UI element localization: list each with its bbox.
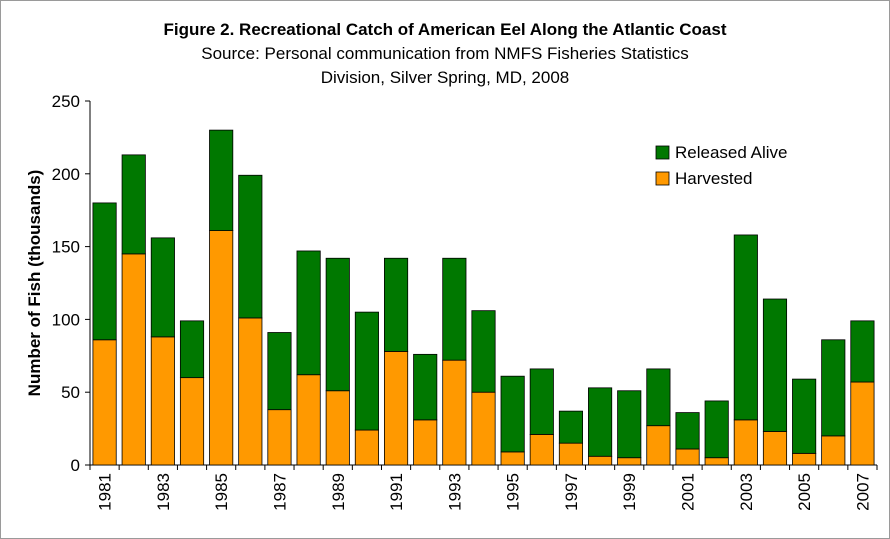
bar-released-alive <box>675 412 700 450</box>
bar-harvested <box>413 419 438 466</box>
x-tick-label: 1989 <box>329 473 348 511</box>
bar-harvested <box>529 434 554 466</box>
y-tick-label: 0 <box>71 456 80 475</box>
x-tick-label: 2005 <box>795 473 814 511</box>
bar-harvested <box>471 391 496 466</box>
bar-harvested <box>792 452 817 466</box>
bar-released-alive <box>209 129 234 231</box>
bar-released-alive <box>267 332 292 411</box>
legend-label: Harvested <box>675 169 752 188</box>
bar-harvested <box>821 435 846 466</box>
x-tick-label: 1997 <box>562 473 581 511</box>
bar-harvested <box>500 451 525 466</box>
x-tick-label: 1983 <box>154 473 173 511</box>
y-tick-label: 150 <box>52 238 80 257</box>
bar-harvested <box>383 351 409 466</box>
bar-released-alive <box>850 320 875 383</box>
legend-label: Released Alive <box>675 143 787 162</box>
bar-released-alive <box>413 353 438 421</box>
x-tick-label: 1991 <box>387 473 406 511</box>
x-tick-label: 1987 <box>270 473 289 511</box>
bar-harvested <box>325 390 350 466</box>
bar-harvested <box>733 419 758 466</box>
bar-harvested <box>179 377 205 466</box>
y-tick-label: 50 <box>61 383 80 402</box>
x-tick-label: 1995 <box>504 473 523 511</box>
x-tick-label: 1985 <box>212 473 231 511</box>
bar-harvested <box>588 455 613 466</box>
bar-harvested <box>296 374 321 466</box>
x-tick-label: 2007 <box>853 473 872 511</box>
x-tick-label: 1993 <box>445 473 464 511</box>
bar-harvested <box>121 253 146 466</box>
bar-harvested <box>209 230 234 466</box>
bar-released-alive <box>821 339 846 437</box>
bar-harvested <box>646 425 671 466</box>
legend-swatch <box>655 145 670 160</box>
bar-released-alive <box>704 400 729 459</box>
x-tick-label: 2003 <box>737 473 756 511</box>
x-tick-label: 1981 <box>96 473 115 511</box>
bar-released-alive <box>296 250 321 376</box>
y-tick-label: 100 <box>52 310 80 329</box>
bar-released-alive <box>121 154 146 255</box>
bar-harvested <box>558 442 584 466</box>
bar-harvested <box>762 431 788 466</box>
bar-released-alive <box>558 410 584 444</box>
bar-harvested <box>617 457 642 466</box>
chart-subtitle-line-2: Division, Silver Spring, MD, 2008 <box>320 68 570 87</box>
chart-subtitle-line-1: Source: Personal communication from NMFS… <box>201 44 689 63</box>
bar-released-alive <box>500 375 525 453</box>
bar-released-alive <box>733 234 758 421</box>
bar-released-alive <box>179 320 205 379</box>
bar-harvested <box>150 336 175 466</box>
bar-released-alive <box>383 257 409 352</box>
bar-released-alive <box>646 368 671 427</box>
legend-swatch <box>655 171 670 186</box>
y-tick-label: 250 <box>52 92 80 111</box>
bar-harvested <box>675 448 700 466</box>
bar-released-alive <box>238 174 263 319</box>
y-axis-title: Number of Fish (thousands) <box>25 170 44 397</box>
bar-released-alive <box>529 368 554 435</box>
bar-harvested <box>267 409 292 466</box>
bar-harvested <box>354 429 379 466</box>
x-tick-label: 1999 <box>620 473 639 511</box>
bar-released-alive <box>617 390 642 459</box>
bar-released-alive <box>442 257 467 361</box>
bar-released-alive <box>92 202 117 341</box>
x-tick-label: 2001 <box>679 473 698 511</box>
bar-harvested <box>850 381 875 466</box>
bar-released-alive <box>354 311 379 431</box>
bar-harvested <box>238 317 263 466</box>
chart-title: Figure 2. Recreational Catch of American… <box>163 20 727 39</box>
bar-released-alive <box>150 237 175 338</box>
bar-released-alive <box>792 378 817 454</box>
y-tick-label: 200 <box>52 165 80 184</box>
bar-harvested <box>92 339 117 466</box>
bar-harvested <box>442 359 467 466</box>
bar-released-alive <box>762 298 788 432</box>
bar-released-alive <box>325 257 350 392</box>
bar-released-alive <box>471 310 496 393</box>
bar-released-alive <box>588 387 613 457</box>
bar-harvested <box>704 457 729 466</box>
